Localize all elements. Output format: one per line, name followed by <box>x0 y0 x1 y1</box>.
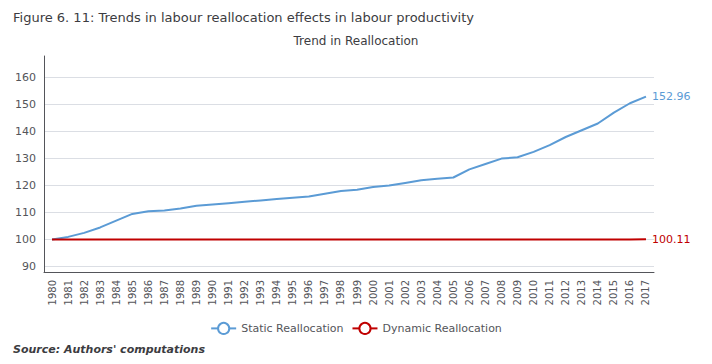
svg-text:1991: 1991 <box>223 280 234 305</box>
svg-text:2000: 2000 <box>368 280 379 305</box>
svg-text:1986: 1986 <box>143 280 154 305</box>
svg-text:2006: 2006 <box>464 280 475 305</box>
svg-text:2016: 2016 <box>624 280 635 305</box>
svg-text:110: 110 <box>15 206 36 219</box>
svg-text:2008: 2008 <box>496 280 507 305</box>
svg-text:2011: 2011 <box>544 280 555 305</box>
svg-text:160: 160 <box>15 71 36 84</box>
svg-text:2014: 2014 <box>592 280 603 305</box>
svg-text:2005: 2005 <box>448 280 459 305</box>
svg-text:2017: 2017 <box>640 280 651 305</box>
svg-text:2010: 2010 <box>528 280 539 305</box>
svg-text:1994: 1994 <box>271 280 282 305</box>
svg-text:100: 100 <box>15 233 36 246</box>
svg-text:Figure 6. 11: Trends in labour: Figure 6. 11: Trends in labour reallocat… <box>13 10 474 25</box>
svg-text:100.11: 100.11 <box>652 233 691 246</box>
svg-text:1985: 1985 <box>127 280 138 305</box>
svg-text:1987: 1987 <box>159 280 170 305</box>
svg-text:1989: 1989 <box>191 280 202 305</box>
svg-text:Dynamic Reallocation: Dynamic Reallocation <box>382 322 501 335</box>
svg-text:1997: 1997 <box>319 280 330 305</box>
svg-text:120: 120 <box>15 179 36 192</box>
svg-text:2009: 2009 <box>512 280 523 305</box>
svg-text:130: 130 <box>15 152 36 165</box>
svg-text:1993: 1993 <box>255 280 266 305</box>
svg-text:150: 150 <box>15 98 36 111</box>
svg-text:1992: 1992 <box>239 280 250 305</box>
svg-text:1998: 1998 <box>335 280 346 305</box>
svg-text:Trend in Reallocation: Trend in Reallocation <box>293 34 419 48</box>
svg-text:2013: 2013 <box>576 280 587 305</box>
svg-text:2002: 2002 <box>400 280 411 305</box>
svg-text:1982: 1982 <box>79 280 90 305</box>
svg-text:1984: 1984 <box>111 280 122 305</box>
svg-text:2004: 2004 <box>432 280 443 305</box>
svg-text:2012: 2012 <box>560 280 571 305</box>
svg-text:1999: 1999 <box>352 280 363 305</box>
svg-text:1996: 1996 <box>303 280 314 305</box>
svg-text:1988: 1988 <box>175 280 186 305</box>
svg-text:2001: 2001 <box>384 280 395 305</box>
svg-text:2015: 2015 <box>608 280 619 305</box>
svg-text:Static Reallocation: Static Reallocation <box>241 322 343 335</box>
svg-text:1981: 1981 <box>63 280 74 305</box>
svg-text:1995: 1995 <box>287 280 298 305</box>
svg-text:140: 140 <box>15 125 36 138</box>
svg-text:1980: 1980 <box>47 280 58 305</box>
svg-text:152.96: 152.96 <box>652 90 691 103</box>
svg-text:90: 90 <box>22 260 36 273</box>
svg-text:1990: 1990 <box>207 280 218 305</box>
svg-text:2003: 2003 <box>416 280 427 305</box>
svg-text:Source: Authors' computations: Source: Authors' computations <box>13 343 205 356</box>
svg-text:2007: 2007 <box>480 280 491 305</box>
svg-text:1983: 1983 <box>95 280 106 305</box>
